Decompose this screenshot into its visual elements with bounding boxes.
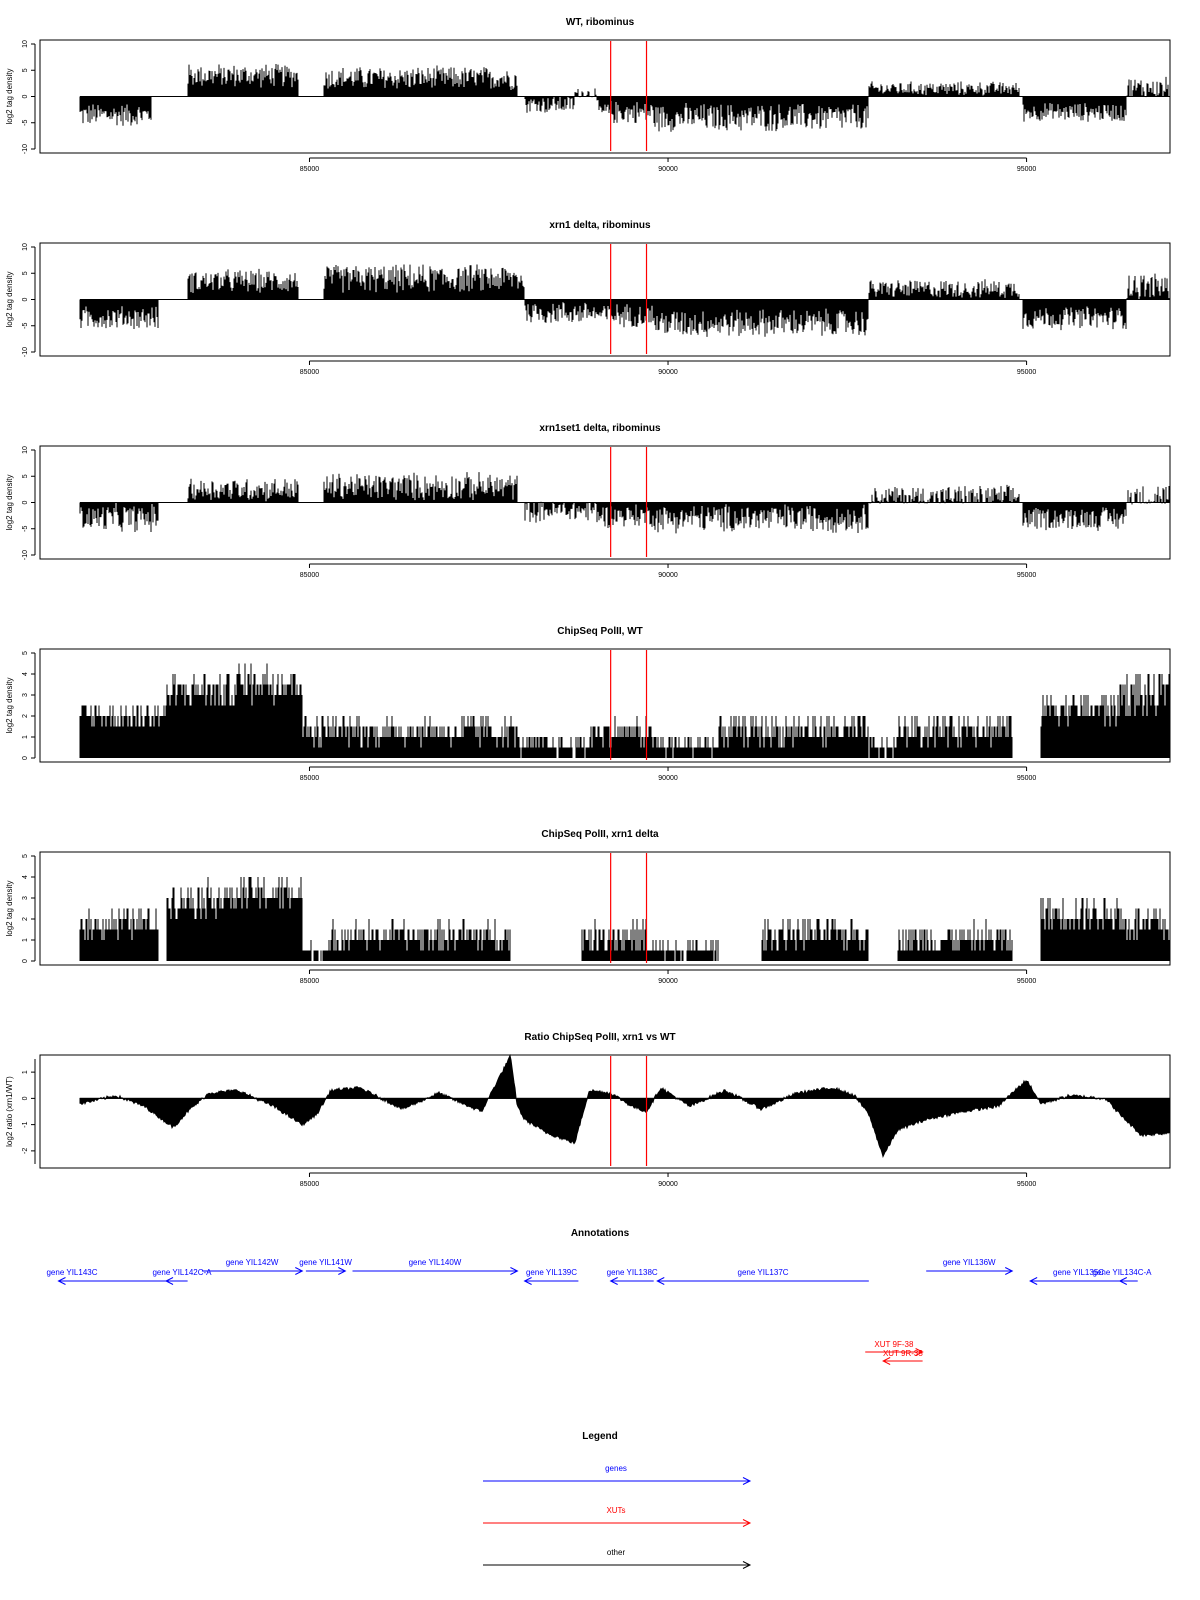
data-bars [79,264,1170,337]
track-panel: xrn1 delta, ribominus -10 -5 0 5 10 log2 tag d… [5,220,1171,376]
x-tick-label: 90000 [658,166,678,173]
plot-frame [39,851,1171,966]
plot-frame [39,648,1171,763]
y-tick-label: 10 [22,40,29,48]
data-bars [79,472,1170,534]
y-tick-label: 0 [22,94,29,98]
data-bars [79,663,1170,758]
panel-title: ChipSeq PolII, xrn1 delta [541,829,659,840]
x-tick-label: 90000 [658,369,678,376]
y-tick-label: 0 [22,500,29,504]
track-panel: WT, ribominus -10 -5 0 5 10 log2 tag density 85… [5,17,1171,173]
y-axis-label: log2 tag density [5,271,14,327]
x-tick-label: 85000 [300,775,320,782]
data-bars [79,64,1170,132]
x-tick-label: 95000 [1017,572,1037,579]
x-tick-label: 95000 [1017,775,1037,782]
x-tick-label: 85000 [300,572,320,579]
y-tick-label: -5 [22,526,29,532]
y-axis-label: log2 tag density [5,68,14,124]
y-tick-label: 4 [22,672,29,676]
x-tick-label: 95000 [1017,166,1037,173]
y-tick-label: -5 [22,323,29,329]
y-tick-label: 3 [22,693,29,697]
y-tick-label: 10 [22,243,29,251]
y-tick-label: 2 [22,714,29,718]
panel-title: ChipSeq PolII, WT [557,626,643,637]
x-tick-label: 85000 [300,369,320,376]
x-tick-label: 90000 [658,775,678,782]
panel-title: xrn1set1 delta, ribominus [539,423,661,434]
y-axis-label: log2 tag density [5,677,14,733]
y-tick-label: 5 [22,271,29,275]
track-panel: ChipSeq PolII, WT 0 1 2 3 4 5 log2 tag density 8… [5,626,1171,782]
panel-title: xrn1 delta, ribominus [549,220,651,231]
y-tick-label: 10 [22,446,29,454]
x-tick-label: 90000 [658,572,678,579]
data-bars [79,877,1170,961]
y-tick-label: 0 [22,756,29,760]
track-panel: xrn1set1 delta, ribominus -10 -5 0 5 10 log2 t… [5,423,1171,579]
y-tick-label: -10 [22,144,29,154]
y-tick-label: -5 [22,120,29,126]
y-tick-label: 5 [22,474,29,478]
y-tick-label: 0 [22,297,29,301]
y-axis-label: log2 tag density [5,474,14,530]
x-tick-label: 85000 [300,166,320,173]
y-tick-label: 5 [22,651,29,655]
x-tick-label: 95000 [1017,369,1037,376]
y-tick-label: -10 [22,347,29,357]
y-tick-label: -10 [22,550,29,560]
y-tick-label: 5 [22,68,29,72]
y-tick-label: 1 [22,735,29,739]
panel-title: WT, ribominus [566,17,635,28]
